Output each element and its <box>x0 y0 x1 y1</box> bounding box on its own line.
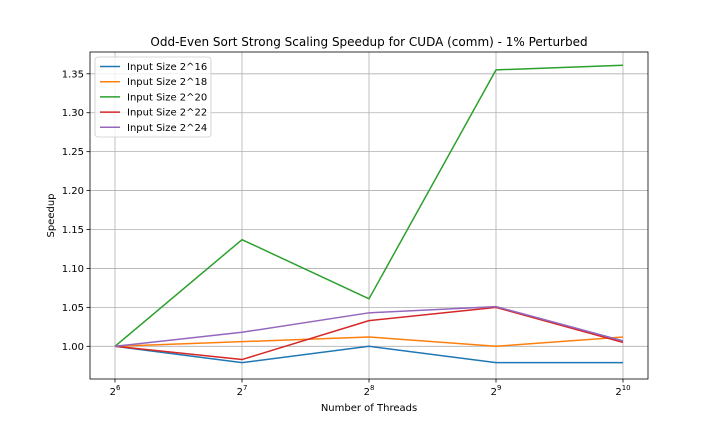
x-tick-label: 210 <box>615 384 630 398</box>
y-tick-label: 1.10 <box>62 264 84 275</box>
legend: Input Size 2^16 Input Size 2^18 Input Size… <box>94 56 212 138</box>
series-line-1 <box>114 345 623 364</box>
y-tick-label: 1.15 <box>62 225 84 236</box>
series-line-4 <box>114 306 624 361</box>
y-tick-label: 1.25 <box>62 147 84 158</box>
x-tick-label: 29 <box>491 384 502 398</box>
y-tick-label: 1.30 <box>62 108 84 119</box>
series-line-2 <box>114 336 624 348</box>
x-tick-label: 28 <box>364 384 375 398</box>
series-line-5 <box>114 305 624 348</box>
x-tick-label: 26 <box>110 384 121 398</box>
y-tick-label: 1.00 <box>62 342 84 353</box>
x-axis: 26 27 28 29 210 <box>110 379 631 398</box>
y-tick-label: 1.20 <box>62 186 84 197</box>
legend-box <box>94 56 212 138</box>
legend-label: Input Size 2^20 <box>127 92 207 103</box>
y-tick-label: 1.05 <box>62 303 84 314</box>
grid <box>90 52 648 379</box>
y-axis: 1.00 1.05 1.10 1.15 1.20 1.25 1.30 1.35 <box>62 69 90 353</box>
y-axis-label: Speedup <box>46 193 57 237</box>
chart-title: Odd-Even Sort Strong Scaling Speedup for… <box>150 35 587 49</box>
legend-label: Input Size 2^18 <box>127 77 207 88</box>
x-axis-label: Number of Threads <box>321 403 417 414</box>
x-tick-label: 27 <box>237 384 248 398</box>
series-layer <box>114 64 624 364</box>
y-tick-label: 1.35 <box>62 69 84 80</box>
legend-label: Input Size 2^16 <box>127 62 207 73</box>
series-line-3 <box>114 64 624 347</box>
legend-label: Input Size 2^24 <box>127 123 207 134</box>
legend-label: Input Size 2^22 <box>127 108 207 119</box>
